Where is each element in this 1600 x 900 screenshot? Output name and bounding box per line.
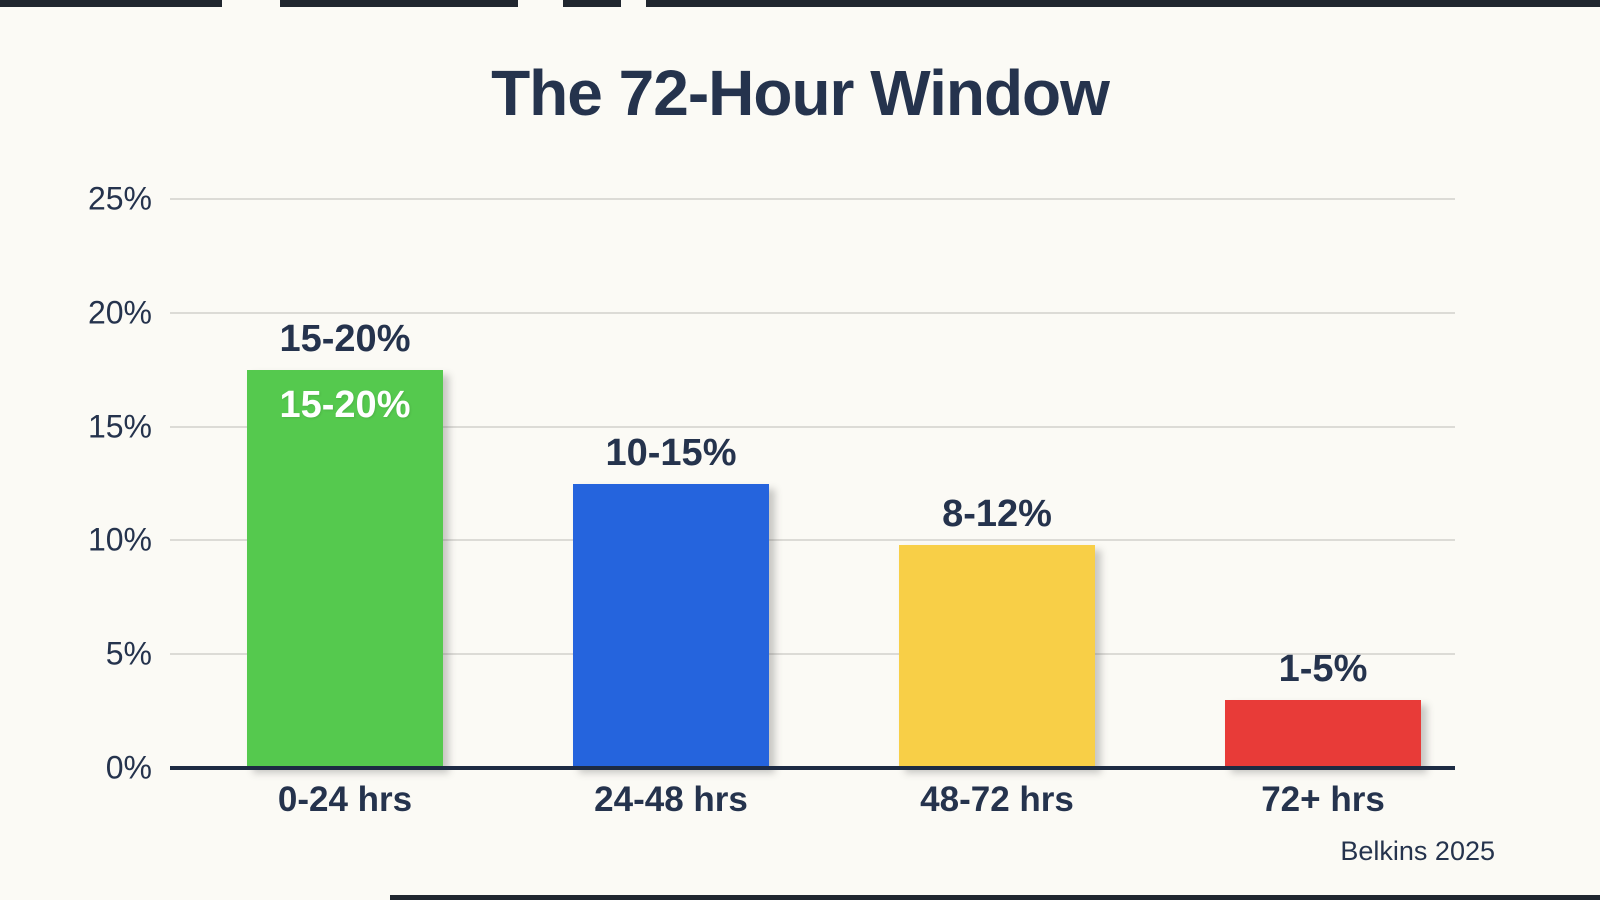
bar-0-24-hrs	[247, 369, 443, 768]
bottom-edge-crop-artifact	[390, 895, 1600, 900]
x-tick-label: 72+ hrs	[1261, 780, 1385, 819]
gridline	[170, 425, 1455, 428]
bar-value-label: 1-5%	[1278, 647, 1368, 690]
bar-48-72-hrs	[899, 544, 1095, 768]
top-edge-crop-artifact	[646, 0, 1600, 7]
x-tick-label: 48-72 hrs	[920, 780, 1074, 819]
x-tick-label: 0-24 hrs	[277, 780, 413, 819]
y-tick-label: 0%	[105, 749, 152, 786]
bar-value-label: 15-20%	[279, 317, 411, 360]
y-tick-label: 25%	[87, 180, 152, 217]
top-edge-crop-artifact	[280, 0, 518, 7]
bar-value-label: 10-15%	[605, 431, 737, 474]
top-edge-crop-artifact	[563, 0, 621, 7]
gridline	[170, 539, 1455, 542]
x-tick-label: 24-48 hrs	[594, 780, 748, 819]
x-axis-line	[170, 766, 1455, 770]
y-tick-label: 5%	[105, 635, 152, 672]
bar-value-label: 8-12%	[942, 492, 1052, 535]
y-tick-label: 15%	[87, 408, 152, 445]
bar-inside-label: 15-20%	[279, 383, 411, 426]
attribution: Belkins 2025	[1340, 836, 1495, 866]
bar-72-hrs	[1225, 699, 1421, 768]
chart-title: The 72-Hour Window	[491, 57, 1110, 129]
y-tick-label: 20%	[87, 294, 152, 331]
gridline	[170, 653, 1455, 656]
gridline	[170, 198, 1455, 200]
bar-24-48-hrs	[573, 483, 769, 768]
top-edge-crop-artifact	[0, 0, 222, 7]
gridline	[170, 311, 1455, 314]
y-tick-label: 10%	[87, 521, 152, 558]
x-axis-tick-labels: 0-24 hrs 24-48 hrs 48-72 hrs 72+ hrs	[170, 780, 1455, 830]
y-axis-tick-labels: 0% 5% 10% 15% 20% 25%	[0, 181, 152, 786]
plot-area: 15-20% 15-20% 10-15% 8-12% 1-5%	[170, 198, 1455, 770]
